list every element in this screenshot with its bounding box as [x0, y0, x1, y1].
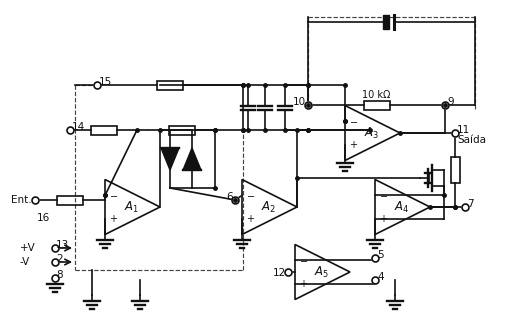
Text: 15: 15	[99, 77, 112, 87]
Text: 10: 10	[293, 97, 306, 107]
Text: $A_1$: $A_1$	[124, 200, 139, 214]
Polygon shape	[183, 148, 201, 170]
Text: $-$: $-$	[246, 190, 255, 201]
Bar	[450, 157, 460, 183]
Text: 8: 8	[56, 270, 62, 280]
Text: $+$: $+$	[379, 213, 388, 224]
Bar	[168, 125, 194, 135]
Text: $+$: $+$	[299, 278, 308, 289]
Text: 12: 12	[273, 268, 286, 278]
Text: 10 kΩ: 10 kΩ	[362, 90, 391, 100]
Text: $A_5$: $A_5$	[314, 265, 329, 279]
Text: $+$: $+$	[349, 139, 358, 150]
Text: $-$: $-$	[379, 190, 388, 201]
Text: $A_4$: $A_4$	[394, 200, 409, 214]
Text: 14: 14	[72, 122, 85, 132]
Text: $+$: $+$	[246, 213, 255, 224]
Bar	[383, 15, 389, 29]
Bar	[57, 196, 83, 204]
Text: $-$: $-$	[299, 255, 308, 266]
Text: $A_2$: $A_2$	[261, 200, 276, 214]
Text: 16: 16	[37, 213, 50, 223]
Text: Saída: Saída	[457, 135, 486, 145]
Text: $-$: $-$	[109, 190, 118, 201]
Text: 13: 13	[56, 240, 69, 250]
Bar	[157, 81, 183, 89]
Text: 11: 11	[457, 125, 470, 135]
Text: 2: 2	[56, 254, 62, 264]
Bar	[90, 125, 116, 135]
Text: 6: 6	[226, 192, 233, 202]
Text: $-$: $-$	[349, 116, 358, 126]
Text: 7: 7	[467, 199, 474, 209]
Text: 5: 5	[377, 250, 384, 260]
Text: -V: -V	[20, 257, 30, 267]
Text: 9: 9	[447, 97, 453, 107]
Polygon shape	[161, 148, 179, 170]
Text: Ent.: Ent.	[11, 195, 32, 205]
Text: +V: +V	[20, 243, 36, 253]
Text: 4: 4	[377, 272, 384, 282]
Text: $A_3$: $A_3$	[364, 125, 379, 140]
Bar	[363, 100, 389, 110]
Text: $+$: $+$	[109, 213, 118, 224]
